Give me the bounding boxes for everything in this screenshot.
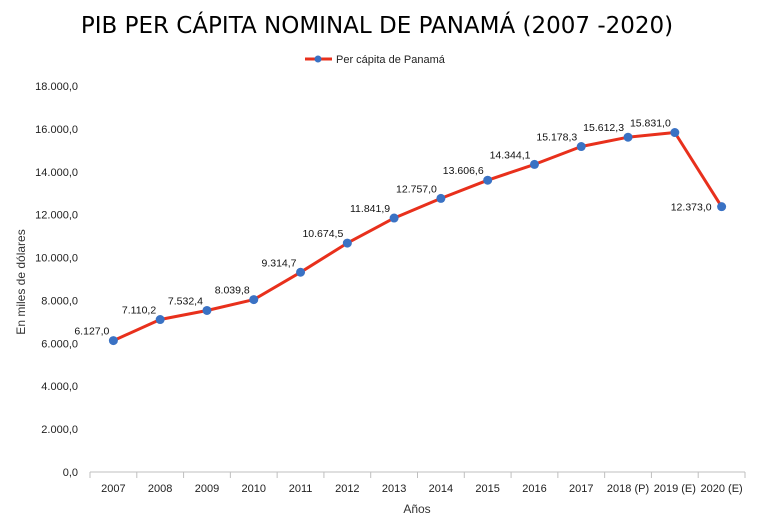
data-label: 15.612,3 — [583, 122, 624, 134]
series-line — [112, 131, 723, 342]
data-label: 11.841,9 — [350, 203, 390, 215]
data-point — [576, 142, 586, 152]
x-tick-label: 2018 (P) — [607, 483, 649, 495]
data-label: 7.532,4 — [168, 295, 203, 307]
data-label: 15.831,0 — [630, 118, 671, 130]
x-tick-label: 2016 — [522, 483, 546, 495]
data-label: 12.757,0 — [396, 183, 437, 195]
data-point — [389, 213, 399, 223]
x-tick-label: 2009 — [195, 483, 219, 495]
x-tick-label: 2010 — [242, 483, 266, 495]
data-point — [670, 128, 680, 138]
data-label: 15.178,3 — [536, 132, 577, 144]
y-tick-label: 2.000,0 — [41, 424, 78, 436]
data-label: 6.127,0 — [74, 326, 109, 338]
y-tick-label: 10.000,0 — [35, 253, 78, 265]
x-tick-label: 2015 — [475, 483, 499, 495]
y-tick-label: 0,0 — [63, 467, 78, 479]
x-tick-label: 2014 — [429, 483, 453, 495]
data-point — [623, 132, 633, 142]
data-label: 13.606,6 — [443, 165, 484, 177]
data-label: 8.039,8 — [215, 285, 250, 297]
x-axis-title: Años — [403, 502, 430, 516]
x-tick-label: 2019 (E) — [654, 483, 696, 495]
data-point — [155, 315, 165, 325]
y-tick-label: 8.000,0 — [41, 295, 78, 307]
y-axis-title: En miles de dólares — [14, 229, 28, 334]
x-tick-label: 2020 (E) — [701, 483, 743, 495]
data-point — [108, 336, 118, 346]
y-tick-label: 6.000,0 — [41, 338, 78, 350]
legend-marker-swatch — [314, 55, 322, 63]
data-labels: 6.127,0 7.110,2 7.532,4 8.039,8 9.314,7 10.67… — [74, 118, 711, 338]
data-point — [202, 305, 212, 315]
y-axis-ticks: 0,0 2.000,0 4.000,0 6.000,0 8.000,0 10.000,0 1… — [35, 81, 78, 479]
y-tick-label: 18.000,0 — [35, 81, 78, 93]
x-tick-label: 2017 — [569, 483, 593, 495]
series-markers — [108, 128, 727, 346]
data-point — [436, 193, 446, 203]
data-label: 7.110,2 — [122, 305, 156, 317]
data-label: 10.674,5 — [302, 228, 343, 240]
x-tick-label: 2008 — [148, 483, 172, 495]
legend-label: Per cápita de Panamá — [336, 54, 446, 66]
x-axis-ticks: 2007 2008 2009 2010 2011 2012 2013 2014 2015 2016… — [89, 472, 746, 495]
data-point — [249, 295, 259, 305]
data-label: 14.344,1 — [490, 149, 531, 161]
y-tick-label: 12.000,0 — [35, 210, 78, 222]
data-point — [483, 175, 493, 185]
legend: Per cápita de Panamá — [305, 54, 446, 66]
x-tick-label: 2011 — [289, 483, 313, 495]
y-tick-label: 16.000,0 — [35, 124, 78, 136]
y-tick-label: 14.000,0 — [35, 167, 78, 179]
data-point — [529, 159, 539, 169]
x-tick-label: 2007 — [101, 483, 125, 495]
y-tick-label: 4.000,0 — [41, 381, 78, 393]
data-point — [296, 267, 306, 277]
data-label: 12.373,0 — [671, 202, 712, 214]
data-point — [717, 202, 727, 212]
data-point — [342, 238, 352, 248]
x-tick-label: 2012 — [335, 483, 359, 495]
data-label: 9.314,7 — [261, 257, 296, 269]
x-tick-label: 2013 — [382, 483, 406, 495]
chart-title: PIB PER CÁPITA NOMINAL DE PANAMÁ (2007 -… — [81, 11, 673, 39]
